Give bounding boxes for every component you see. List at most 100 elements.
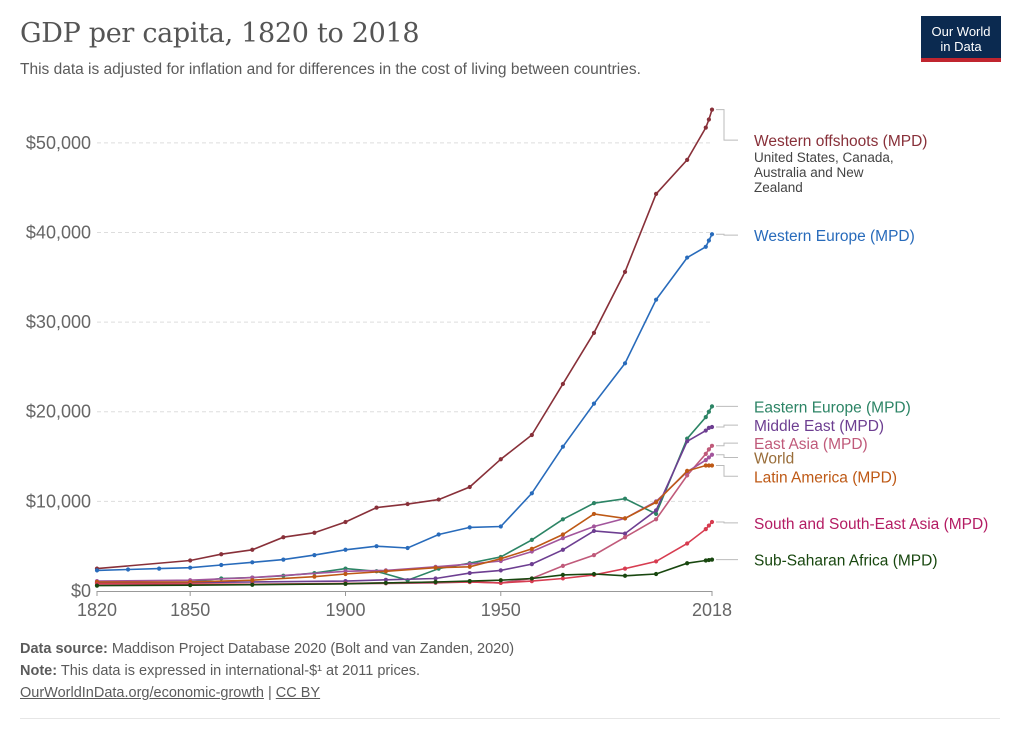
data-point: [94, 583, 100, 588]
chart-footer: Data source: Maddison Project Database 2…: [20, 638, 514, 704]
footer-divider: [20, 718, 1000, 719]
link-line: OurWorldInData.org/economic-growth | CC …: [20, 682, 514, 704]
series-label: Latin America (MPD): [754, 469, 897, 486]
data-point: [467, 525, 472, 530]
data-point: [560, 444, 566, 449]
data-point: [591, 524, 597, 529]
data-point: [467, 484, 472, 490]
data-point: [622, 566, 628, 571]
license-link[interactable]: CC BY: [275, 685, 321, 701]
data-point: [703, 558, 708, 563]
data-point: [188, 565, 193, 570]
y-tick-label: $10,000: [26, 491, 91, 511]
data-point: [281, 535, 286, 540]
label-connector: [716, 465, 738, 477]
series-sublabel: Zealand: [754, 180, 803, 195]
data-point: [591, 330, 597, 335]
source-line: Data source: Maddison Project Database 2…: [20, 638, 514, 660]
data-point: [703, 527, 708, 532]
data-point: [706, 409, 711, 414]
series-label: World: [754, 450, 794, 467]
data-point: [703, 463, 708, 468]
series-label: Western Europe (MPD): [754, 228, 915, 245]
data-point: [653, 297, 659, 302]
data-point: [94, 568, 100, 573]
data-point: [343, 581, 348, 586]
data-point: [706, 463, 711, 468]
y-tick-label: $50,000: [26, 133, 91, 153]
series-line: [97, 464, 712, 583]
data-point: [709, 107, 715, 112]
data-point: [250, 560, 255, 565]
data-point: [709, 452, 715, 457]
data-point: [703, 244, 708, 249]
series-label: Sub-Saharan Africa (MPD): [754, 553, 938, 570]
y-tick-label: $30,000: [26, 312, 91, 332]
x-tick-label: 1850: [170, 600, 210, 620]
owid-logo[interactable]: Our World in Data: [921, 16, 1001, 62]
data-point: [529, 546, 534, 551]
data-point: [622, 496, 628, 501]
axes: $0 $10,000 $20,000 $30,000 $40,000 $50,000 182…: [26, 133, 732, 620]
series-sublabel: United States, Canada,: [754, 150, 894, 165]
y-tick-label: $0: [71, 581, 91, 601]
data-point: [622, 269, 628, 274]
data-point: [622, 573, 628, 578]
data-point: [685, 439, 690, 444]
data-point: [312, 530, 317, 535]
link-separator: |: [267, 685, 272, 701]
data-point: [405, 545, 410, 551]
x-tick-label: 2018: [692, 600, 732, 620]
data-point: [467, 570, 472, 576]
data-point: [709, 424, 715, 430]
source-text: Maddison Project Database 2020 (Bolt and…: [111, 641, 515, 657]
data-point: [685, 255, 690, 260]
data-point: [703, 415, 708, 420]
data-point: [343, 571, 348, 577]
data-point: [343, 547, 348, 552]
data-point: [433, 579, 438, 585]
data-point: [529, 491, 534, 496]
data-point: [436, 532, 441, 537]
data-point: [281, 557, 286, 562]
label-connector: [716, 233, 738, 236]
data-point: [622, 531, 628, 536]
data-point: [703, 458, 708, 463]
x-tick-label: 1950: [481, 600, 521, 620]
series-label: Middle East (MPD): [754, 418, 884, 435]
data-point: [529, 432, 534, 438]
data-point: [529, 576, 534, 581]
data-point: [709, 519, 715, 525]
data-point: [560, 381, 566, 387]
data-point: [157, 566, 162, 571]
data-point: [498, 457, 503, 462]
data-point: [706, 447, 711, 452]
data-point: [703, 451, 708, 456]
data-point: [383, 580, 388, 586]
data-point: [219, 552, 224, 557]
data-point: [125, 567, 131, 572]
data-point: [436, 497, 441, 502]
data-point: [560, 532, 566, 537]
data-point: [405, 501, 410, 507]
data-point: [312, 574, 317, 579]
series-label: Eastern Europe (MPD): [754, 399, 911, 416]
data-point: [498, 578, 503, 583]
data-point: [706, 238, 711, 243]
series-labels: Western offshoots (MPD)United States, Ca…: [716, 109, 988, 570]
data-point: [250, 582, 255, 587]
label-connector: [716, 424, 738, 428]
data-point: [622, 516, 628, 521]
data-point: [343, 519, 348, 525]
data-point: [653, 559, 659, 564]
data-point: [560, 536, 566, 541]
data-point: [703, 125, 708, 130]
source-link[interactable]: OurWorldInData.org/economic-growth: [20, 685, 264, 701]
data-point: [685, 468, 690, 473]
label-connector: [716, 109, 738, 141]
data-point: [383, 569, 388, 574]
data-point: [250, 547, 255, 552]
y-tick-label: $20,000: [26, 402, 91, 422]
data-point: [591, 553, 597, 558]
